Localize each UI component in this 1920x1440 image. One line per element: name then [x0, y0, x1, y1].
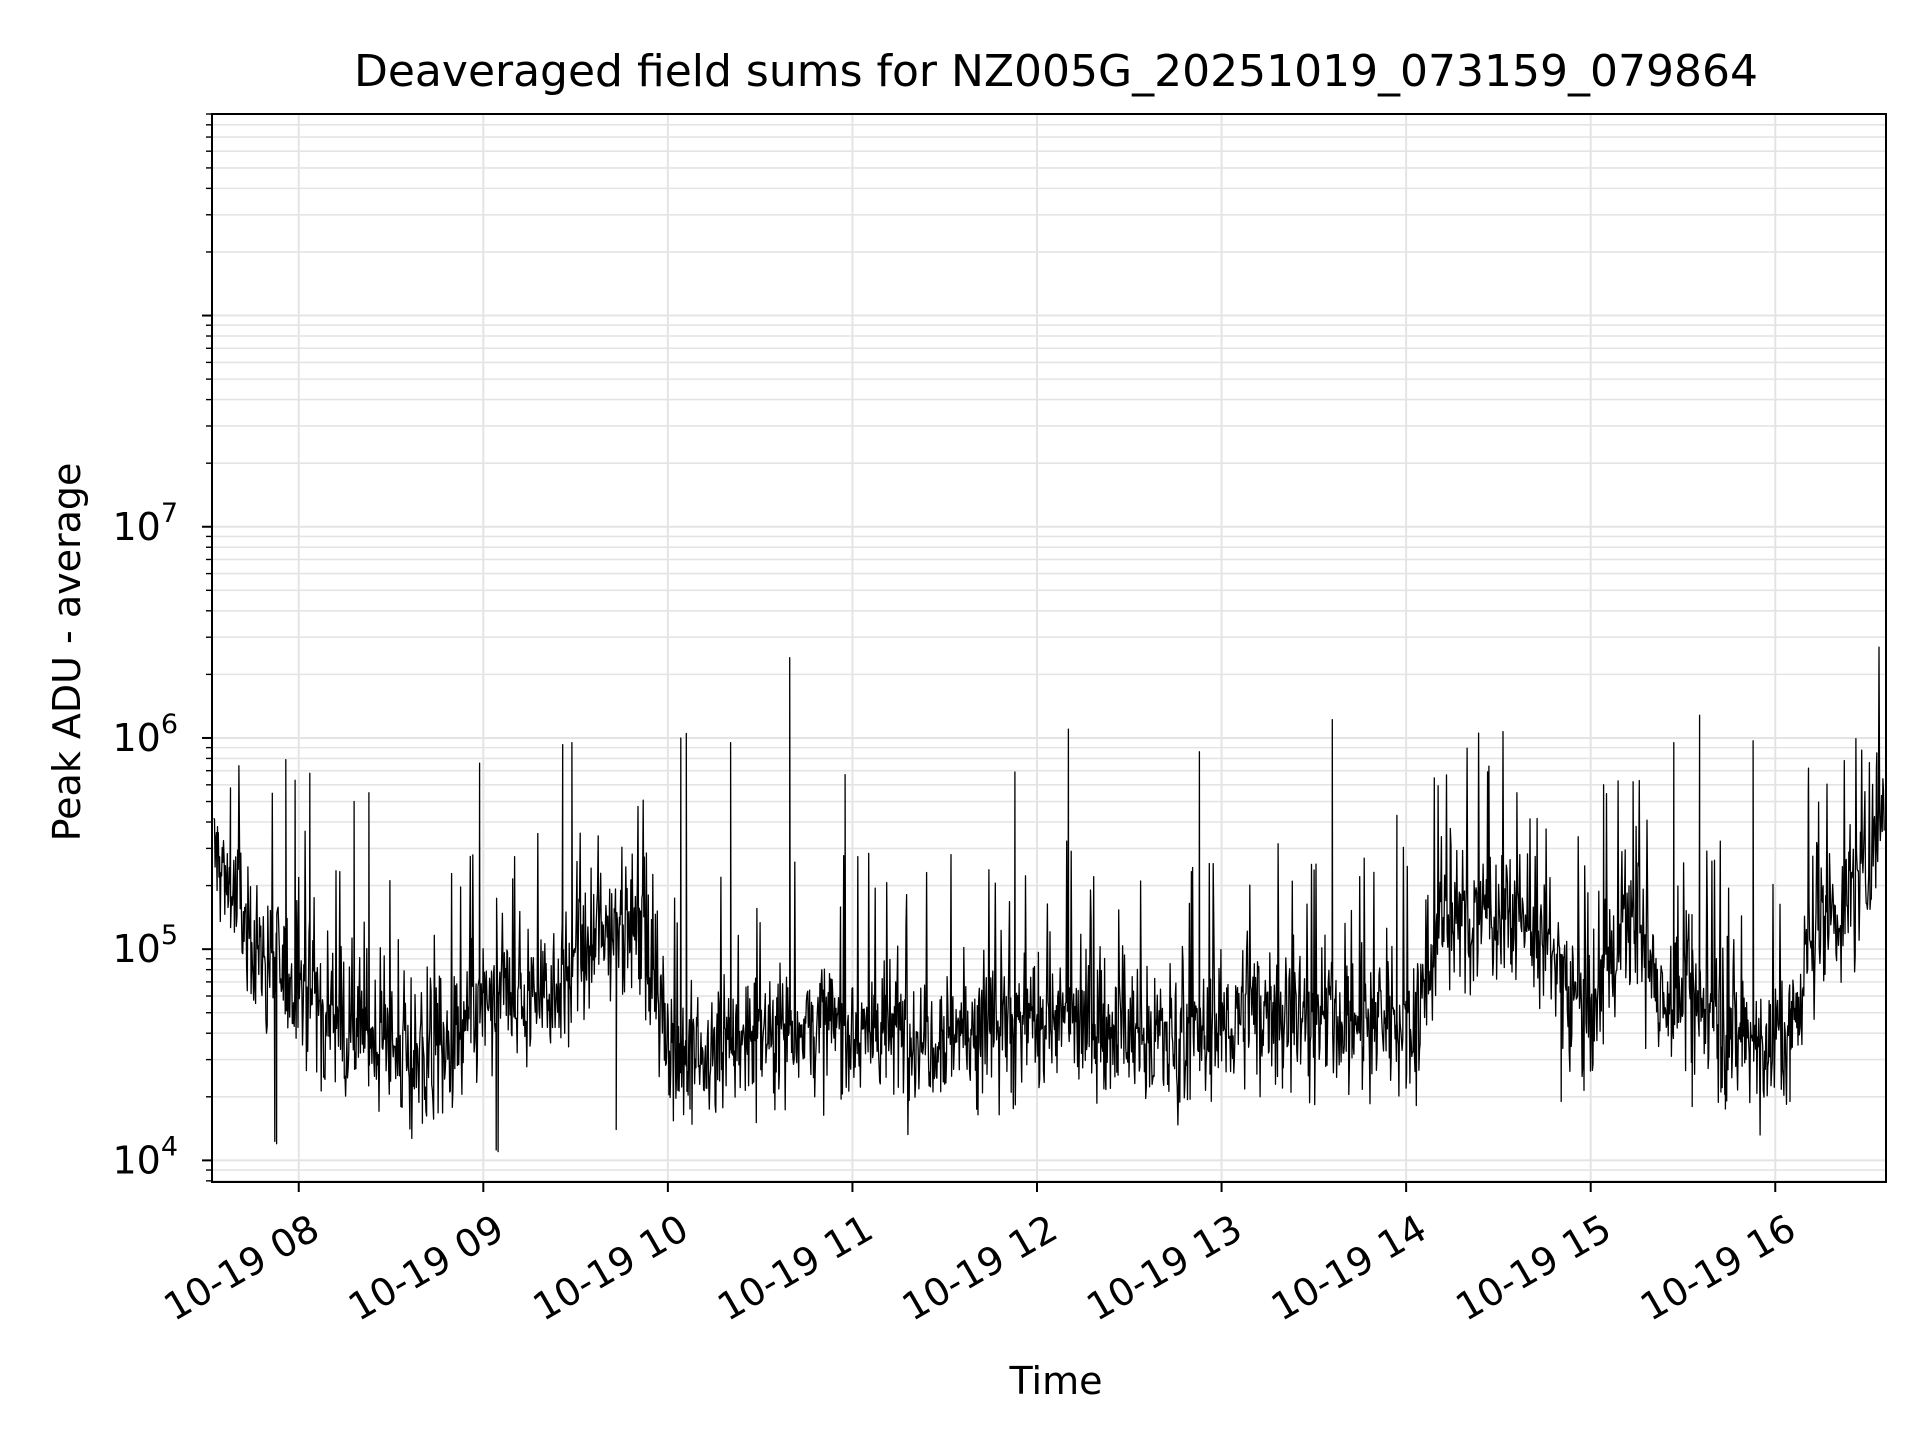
plot-area-frame	[211, 113, 1887, 1183]
y-tick-label: 106	[112, 709, 178, 760]
y-tick-label: 105	[112, 920, 178, 971]
y-tick-label: 104	[112, 1131, 178, 1182]
chart-title: Deaveraged field sums for NZ005G_2025101…	[354, 46, 1758, 97]
x-axis-label: Time	[1009, 1359, 1103, 1403]
data-line-layer	[213, 646, 1885, 1153]
y-tick-label: 107	[112, 498, 178, 549]
series-line	[213, 646, 1885, 1153]
y-axis-label: Peak ADU - average	[45, 463, 89, 842]
